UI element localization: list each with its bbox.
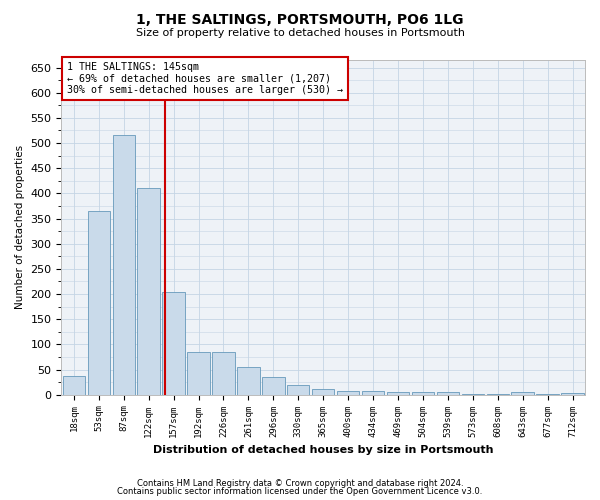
Bar	[62, 376, 85, 394]
Bar	[337, 391, 359, 394]
Bar	[212, 352, 235, 395]
Bar	[113, 136, 135, 394]
Bar	[163, 292, 185, 395]
Text: Contains HM Land Registry data © Crown copyright and database right 2024.: Contains HM Land Registry data © Crown c…	[137, 478, 463, 488]
Bar	[137, 188, 160, 394]
Bar	[262, 377, 284, 394]
Y-axis label: Number of detached properties: Number of detached properties	[15, 146, 25, 310]
Bar	[88, 211, 110, 394]
Bar	[362, 391, 384, 394]
Bar	[237, 367, 260, 394]
Bar	[187, 352, 210, 395]
Text: 1 THE SALTINGS: 145sqm
← 69% of detached houses are smaller (1,207)
30% of semi-: 1 THE SALTINGS: 145sqm ← 69% of detached…	[67, 62, 343, 95]
Text: 1, THE SALTINGS, PORTSMOUTH, PO6 1LG: 1, THE SALTINGS, PORTSMOUTH, PO6 1LG	[136, 12, 464, 26]
Text: Contains public sector information licensed under the Open Government Licence v3: Contains public sector information licen…	[118, 487, 482, 496]
Bar	[562, 392, 584, 394]
X-axis label: Distribution of detached houses by size in Portsmouth: Distribution of detached houses by size …	[153, 445, 493, 455]
Bar	[312, 388, 334, 394]
Bar	[287, 384, 310, 394]
Text: Size of property relative to detached houses in Portsmouth: Size of property relative to detached ho…	[136, 28, 464, 38]
Bar	[511, 392, 534, 394]
Bar	[387, 392, 409, 394]
Bar	[437, 392, 459, 394]
Bar	[412, 392, 434, 394]
